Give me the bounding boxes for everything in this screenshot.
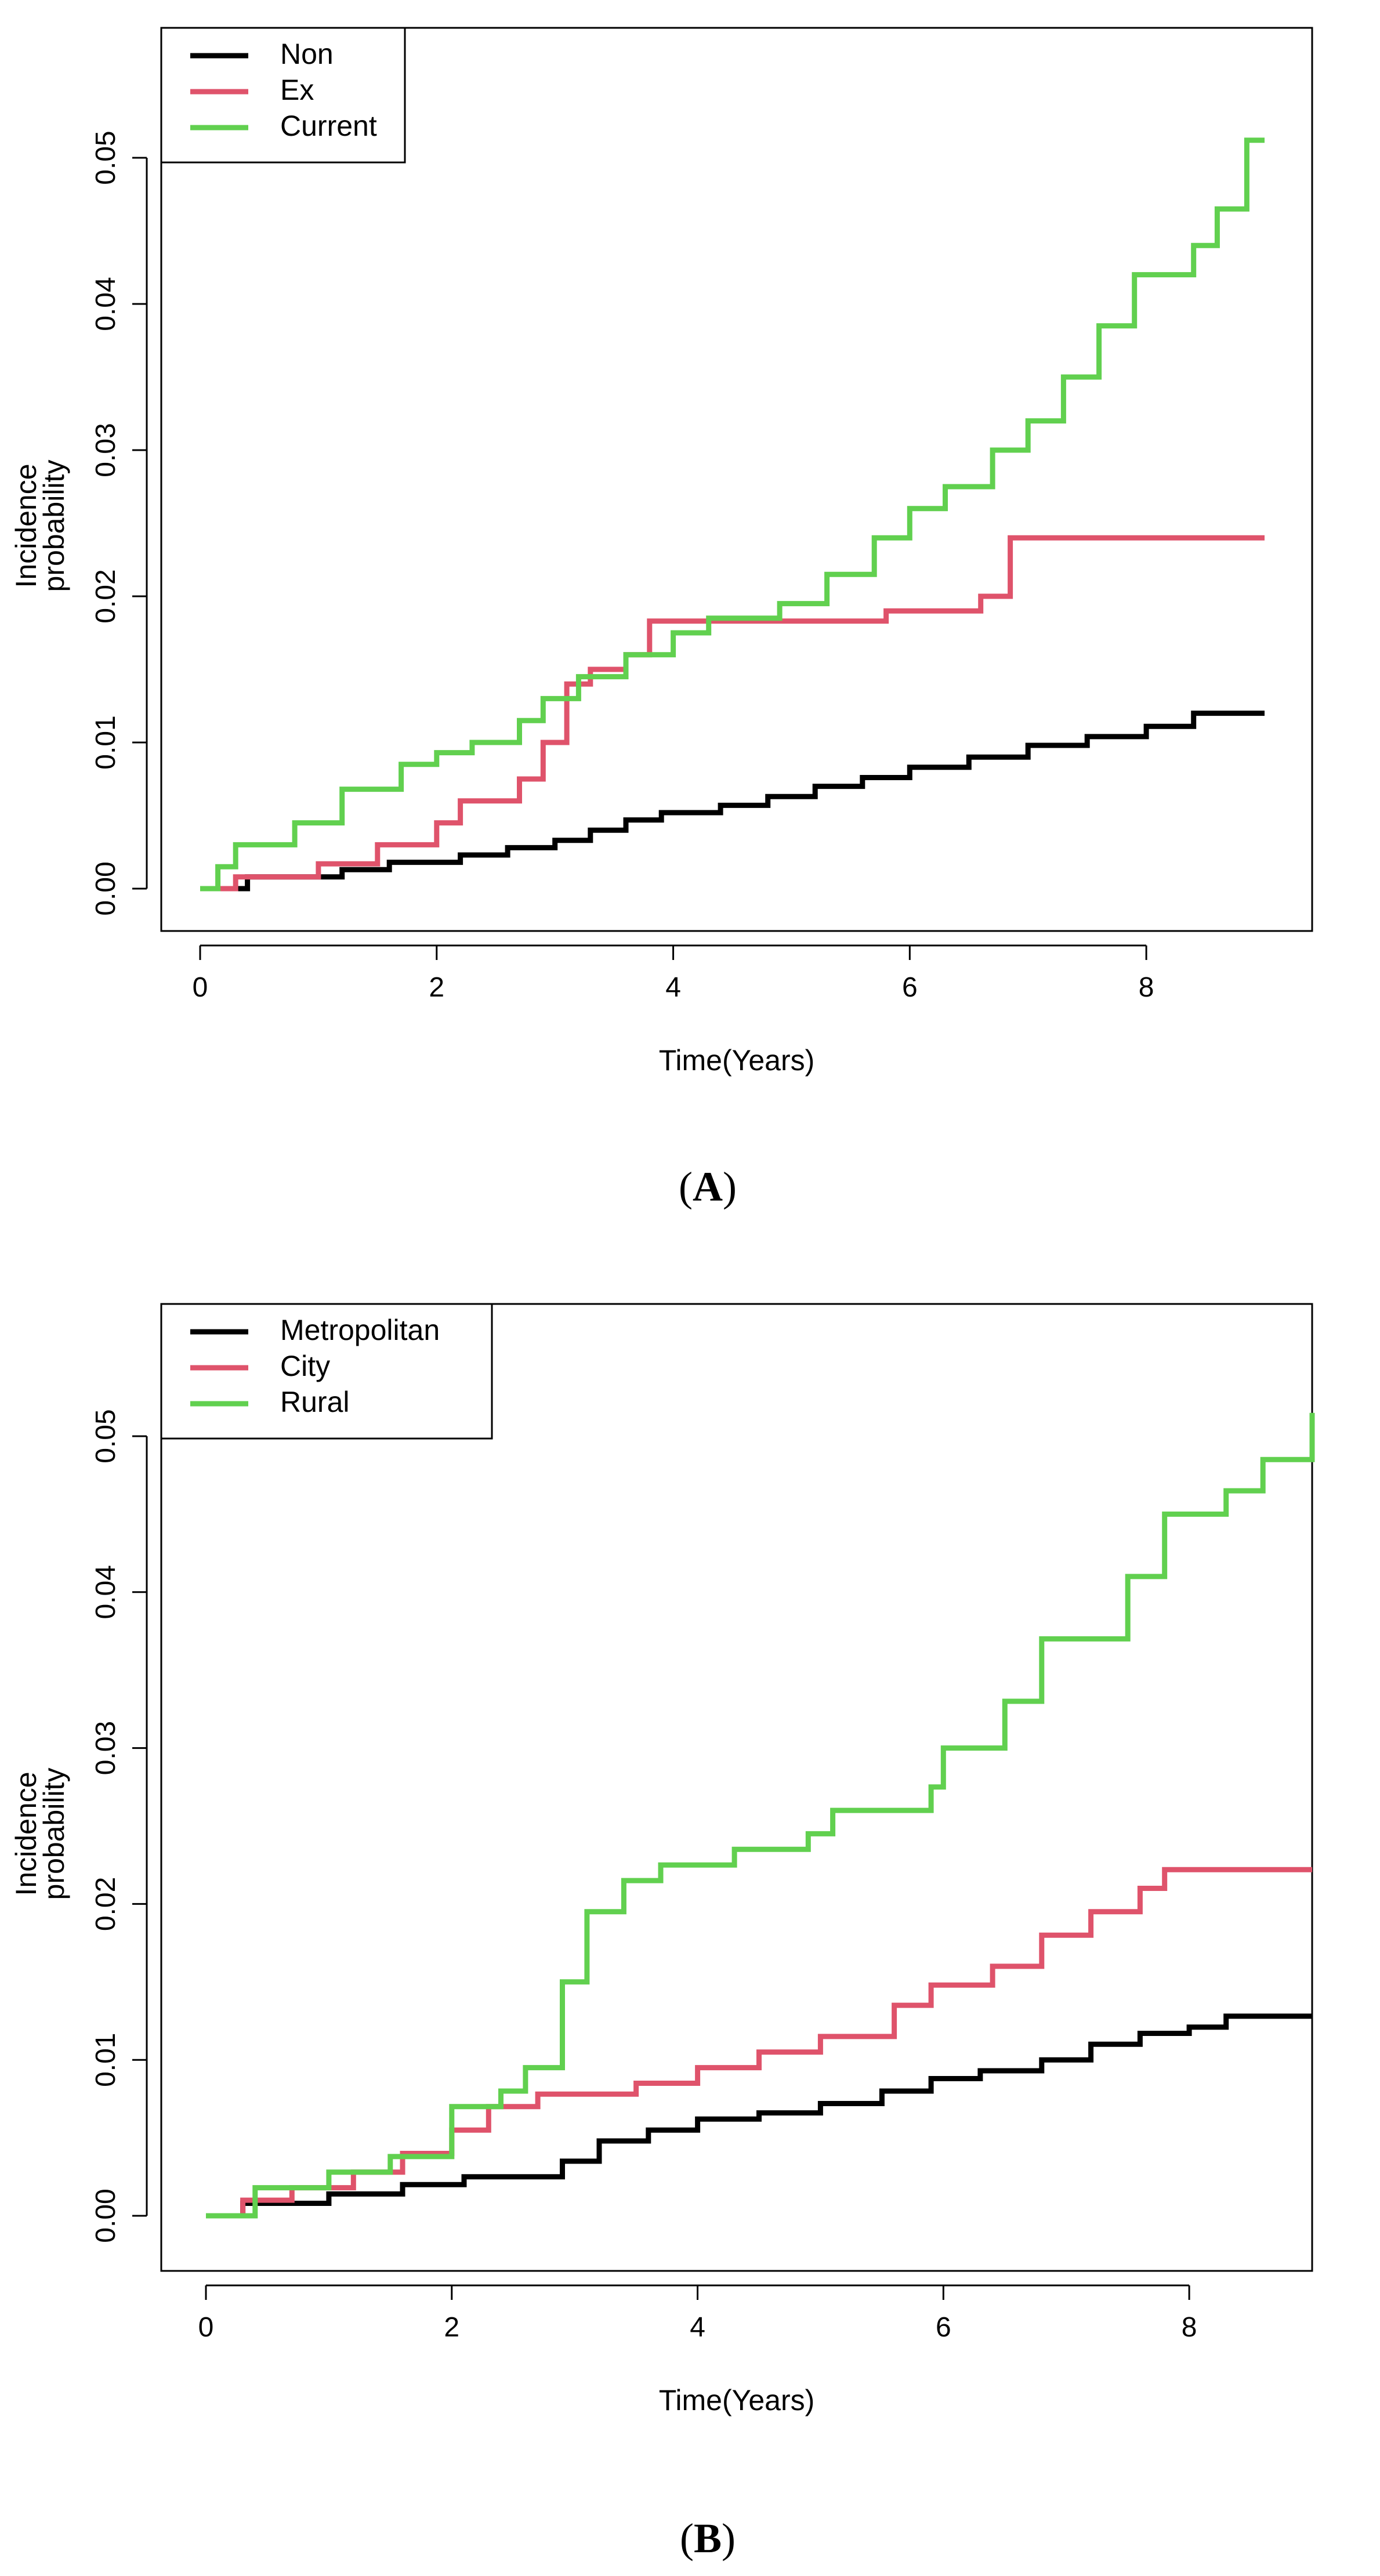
series-line-current (200, 137, 1265, 892)
y-tick-label: 0.03 (90, 1721, 121, 1775)
panel-letter: B (694, 2515, 722, 2561)
y-tick-label: 0.02 (90, 1877, 121, 1931)
x-tick-label: 6 (936, 2312, 951, 2343)
y-tick-label: 0.00 (90, 2189, 121, 2242)
y-tick-label: 0.01 (90, 2032, 121, 2086)
panel-label: (A) (679, 1164, 737, 1210)
series-line-metropolitan (206, 2013, 1312, 2219)
x-tick-label: 4 (690, 2312, 705, 2343)
y-axis-title-line: Incidence (10, 463, 42, 588)
x-axis-title: Time(Years) (659, 2384, 815, 2416)
x-tick-label: 6 (902, 972, 918, 1003)
legend-box (160, 27, 406, 164)
plot-frame (160, 1303, 1313, 2272)
y-axis-title-line: probability (38, 1768, 70, 1900)
y-tick-label: 0.02 (90, 569, 121, 623)
x-tick-label: 8 (1182, 2312, 1197, 2343)
x-tick-label: 4 (665, 972, 681, 1003)
y-tick-label: 0.05 (90, 131, 121, 184)
y-tick-label: 0.05 (90, 1409, 121, 1463)
x-tick-label: 2 (429, 972, 444, 1003)
panel-label: (B) (680, 2515, 736, 2561)
legend-label: City (280, 1350, 330, 1382)
panel-letter: A (693, 1164, 723, 1210)
x-tick-label: 8 (1139, 972, 1154, 1003)
legend-label: Non (280, 38, 334, 70)
y-tick-label: 0.04 (90, 277, 121, 331)
series-line-ex (200, 535, 1265, 892)
plot-frame (160, 27, 1313, 932)
legend-label: Ex (280, 74, 314, 106)
legend-label: Current (280, 110, 377, 142)
panel-b: 0 2 4 6 8 Time(Years) 0.00 0.01 0.02 0.03 0.04 0.05… (10, 1303, 1315, 2561)
panel-a: 0 2 4 6 8 Time(Years) 0.00 0.01 0.02 0.03 0.04 0.05… (10, 27, 1313, 1210)
y-axis-title-line: Incidence (10, 1771, 42, 1896)
x-tick-label: 0 (193, 972, 208, 1003)
y-tick-label: 0.01 (90, 715, 121, 769)
y-tick-label: 0.04 (90, 1565, 121, 1619)
y-tick-label: 0.03 (90, 423, 121, 477)
legend-label: Rural (280, 1386, 349, 1418)
x-tick-label: 2 (444, 2312, 459, 2343)
legend-label: Metropolitan (280, 1314, 440, 1346)
series-line-non (200, 711, 1265, 892)
y-axis-title-line: probability (38, 460, 70, 592)
x-axis-title: Time(Years) (659, 1044, 815, 1077)
legend-box (160, 1303, 493, 1440)
series-line-rural (206, 1412, 1315, 2219)
y-tick-label: 0.00 (90, 861, 121, 915)
x-tick-label: 0 (198, 2312, 214, 2343)
